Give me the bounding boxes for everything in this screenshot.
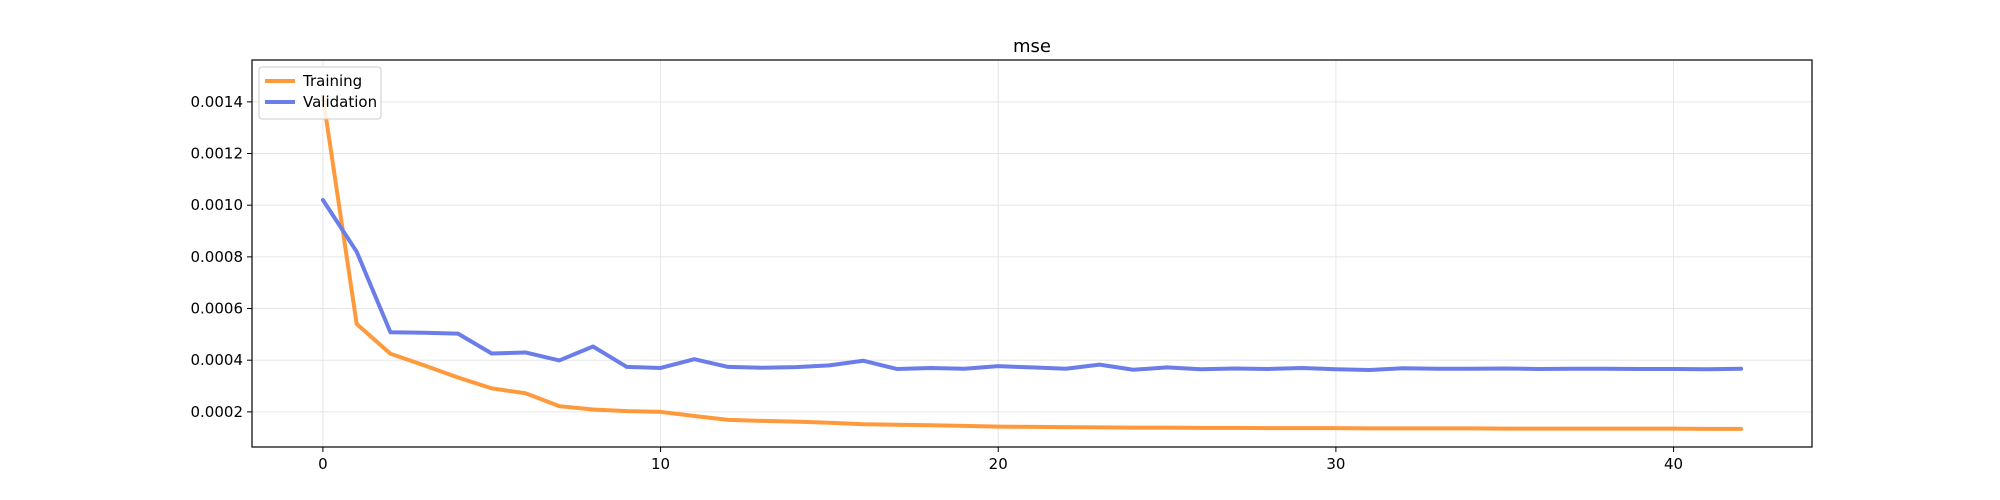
series-line-training — [320, 94, 1744, 431]
y-tick-label: 0.0014 — [191, 93, 244, 111]
y-tick-label: 0.0012 — [191, 145, 244, 163]
x-tick-label: 20 — [989, 455, 1008, 473]
grid — [252, 60, 1812, 447]
axis-ticks: 0 10 20 30 40 0.0002 0.0004 0.0006 0.0008 0.0010 0… — [191, 93, 1684, 473]
series-line-validation — [320, 198, 1744, 373]
plot-frame — [251, 59, 1813, 448]
y-tick-label: 0.0004 — [191, 351, 244, 369]
y-tick-label: 0.0002 — [191, 403, 244, 421]
x-tick-label: 10 — [651, 455, 670, 473]
series-lines — [320, 94, 1744, 431]
legend-label-validation: Validation — [303, 93, 377, 111]
x-tick-label: 40 — [1664, 455, 1683, 473]
y-tick-label: 0.0008 — [191, 248, 244, 266]
chart-title: mse — [1013, 36, 1051, 57]
x-tick-label: 0 — [318, 455, 328, 473]
y-tick-label: 0.0006 — [191, 300, 244, 318]
y-tick-label: 0.0010 — [191, 196, 244, 214]
legend-label-training: Training — [302, 72, 362, 90]
legend: Training Validation — [258, 66, 382, 120]
x-tick-label: 30 — [1326, 455, 1345, 473]
